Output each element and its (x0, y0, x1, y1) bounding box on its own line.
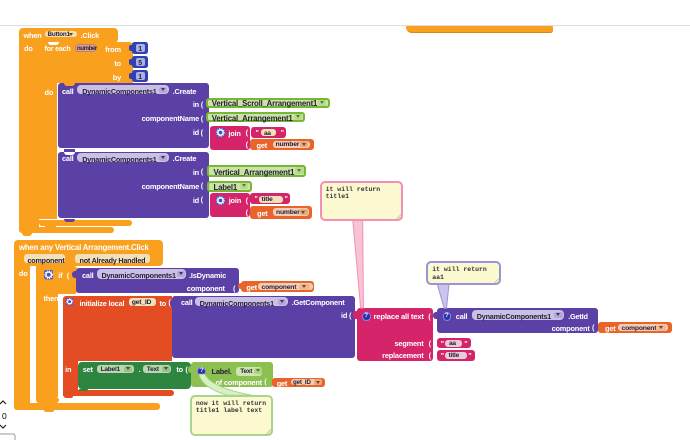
svg-text:0: 0 (2, 411, 7, 421)
